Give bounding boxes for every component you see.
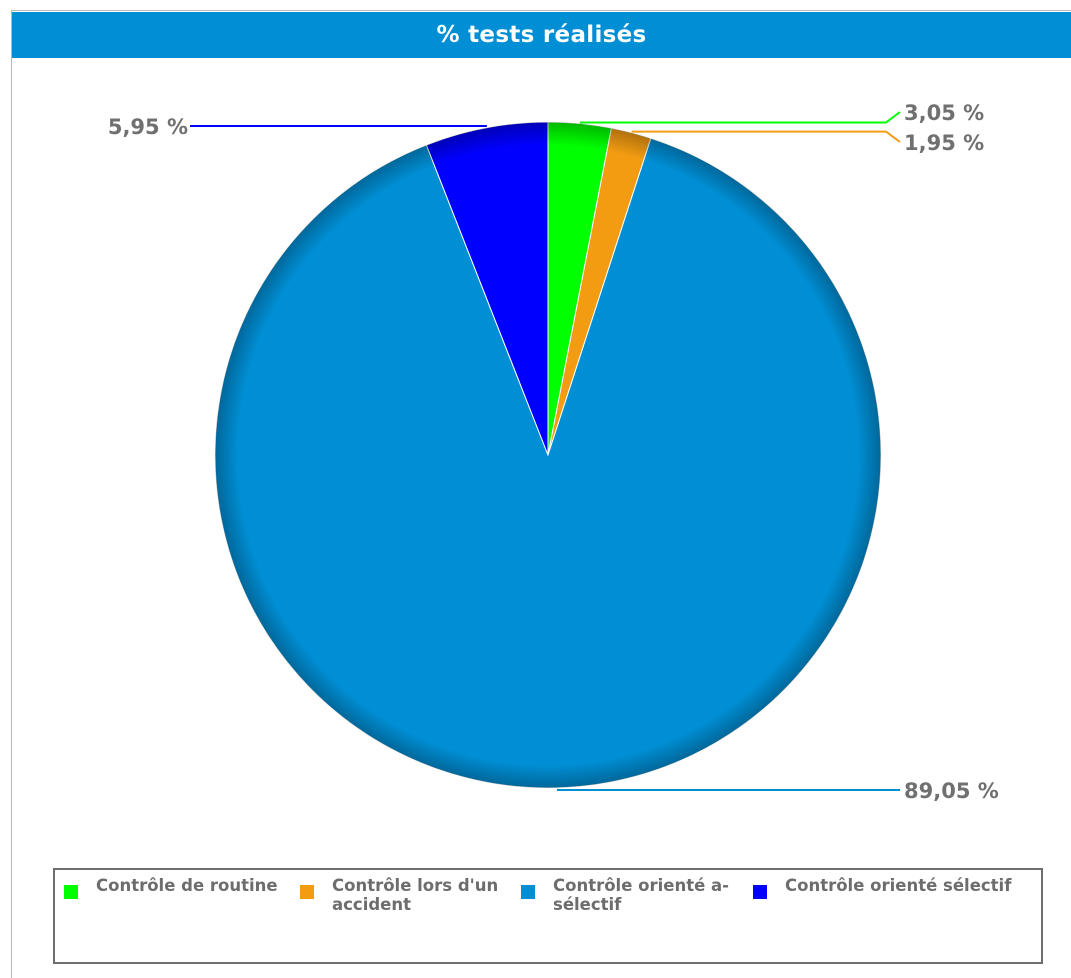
legend-item-selective[interactable]: Contrôle orienté sélectif: [753, 876, 1011, 899]
legend-label: Contrôle orienté sélectif: [785, 876, 1012, 895]
legend-item-routine[interactable]: Contrôle de routine: [64, 876, 278, 899]
legend-label: Contrôle lors d'un accident: [332, 876, 499, 914]
legend-swatch: [753, 885, 767, 899]
legend-label: Contrôle orienté a- sélectif: [553, 876, 730, 914]
legend-swatch: [64, 885, 78, 899]
legend-item-a-selective[interactable]: Contrôle orienté a- sélectif: [521, 876, 729, 914]
slice-leader-line: [579, 111, 901, 124]
legend-swatch: [521, 885, 535, 899]
pie-chart: 3,05 % 1,95 % 89,05 % 5,95 %: [108, 101, 999, 803]
legend-swatch: [300, 885, 314, 899]
slice-leader-line: [556, 788, 900, 791]
chart-frame: [11, 10, 1071, 978]
slice-data-label: 89,05 %: [904, 779, 999, 803]
slice-data-label: 1,95 %: [904, 131, 984, 155]
legend-label: Contrôle de routine: [96, 876, 278, 895]
slice-leader-line: [631, 130, 901, 143]
slice-data-label: 5,95 %: [108, 115, 188, 139]
legend-item-accident[interactable]: Contrôle lors d'un accident: [300, 876, 498, 914]
slice-leader-line: [190, 125, 487, 127]
chart-title: % tests réalisés: [12, 12, 1071, 58]
legend: Contrôle de routine Contrôle lors d'un a…: [53, 868, 1043, 964]
slice-data-label: 3,05 %: [904, 101, 984, 125]
